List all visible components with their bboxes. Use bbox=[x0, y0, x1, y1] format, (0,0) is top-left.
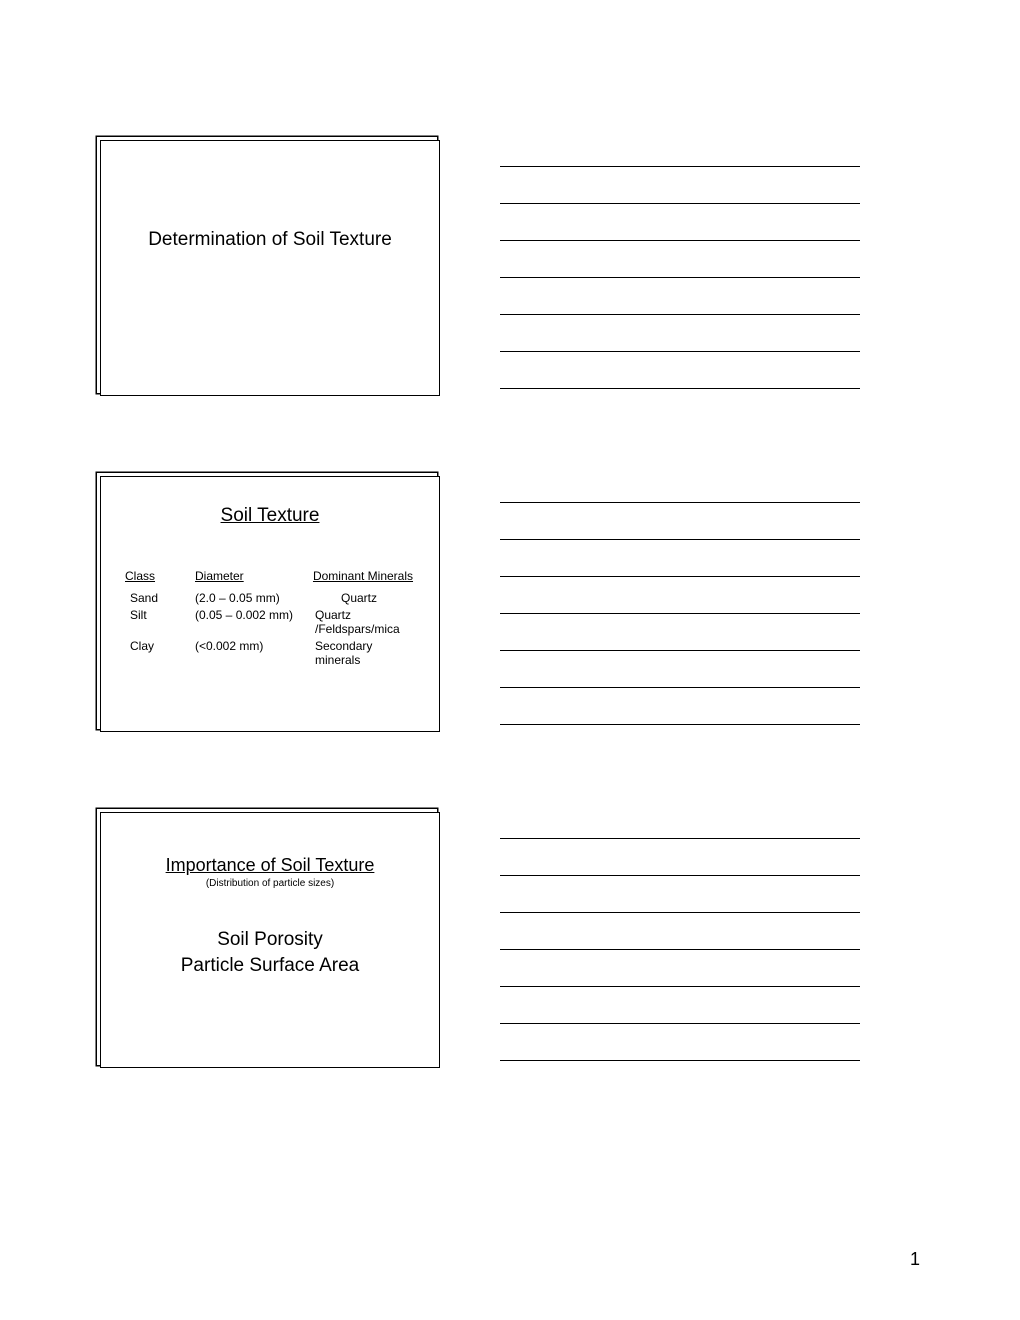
slide-2: Soil Texture Class Diameter Dominant Min… bbox=[100, 476, 440, 732]
note-line bbox=[500, 724, 860, 725]
note-line bbox=[500, 240, 860, 241]
notes-3 bbox=[500, 812, 860, 1061]
note-line bbox=[500, 314, 860, 315]
note-line bbox=[500, 576, 860, 577]
cell-class: Silt bbox=[125, 608, 195, 636]
page-number: 1 bbox=[910, 1249, 920, 1270]
cell-minerals: Quartz bbox=[315, 591, 421, 605]
note-line bbox=[500, 351, 860, 352]
body-line-2: Particle Surface Area bbox=[119, 953, 421, 979]
note-line bbox=[500, 949, 860, 950]
cell-diameter: (2.0 – 0.05 mm) bbox=[195, 591, 315, 605]
cell-class: Sand bbox=[125, 591, 195, 605]
soil-texture-table: Class Diameter Dominant Minerals Sand (2… bbox=[119, 569, 421, 667]
slide-3-title: Importance of Soil Texture bbox=[119, 855, 421, 876]
cell-diameter: (<0.002 mm) bbox=[195, 639, 315, 667]
note-line bbox=[500, 613, 860, 614]
notes-2 bbox=[500, 476, 860, 725]
slide-2-title: Soil Texture bbox=[119, 505, 421, 527]
header-class: Class bbox=[125, 569, 195, 583]
slide-3-body: Soil Porosity Particle Surface Area bbox=[119, 927, 421, 978]
table-header: Class Diameter Dominant Minerals bbox=[125, 569, 421, 583]
note-line bbox=[500, 539, 860, 540]
note-line bbox=[500, 203, 860, 204]
cell-class: Clay bbox=[125, 639, 195, 667]
note-line bbox=[500, 1023, 860, 1024]
note-line bbox=[500, 875, 860, 876]
note-line bbox=[500, 838, 860, 839]
slide-3-subtitle: (Distribution of particle sizes) bbox=[119, 878, 421, 889]
slide-row-1: Determination of Soil Texture bbox=[100, 140, 920, 396]
note-line bbox=[500, 650, 860, 651]
note-line bbox=[500, 502, 860, 503]
cell-minerals: Quartz /Feldspars/mica bbox=[315, 608, 421, 636]
note-line bbox=[500, 388, 860, 389]
table-row: Silt (0.05 – 0.002 mm) Quartz /Feldspars… bbox=[125, 608, 421, 636]
note-line bbox=[500, 1060, 860, 1061]
handout-page: Determination of Soil Texture Soil Textu… bbox=[100, 140, 920, 1068]
slide-1-title: Determination of Soil Texture bbox=[119, 229, 421, 251]
body-line-1: Soil Porosity bbox=[119, 927, 421, 953]
note-line bbox=[500, 986, 860, 987]
notes-1 bbox=[500, 140, 860, 389]
note-line bbox=[500, 687, 860, 688]
slide-3: Importance of Soil Texture (Distribution… bbox=[100, 812, 440, 1068]
slide-row-3: Importance of Soil Texture (Distribution… bbox=[100, 812, 920, 1068]
note-line bbox=[500, 277, 860, 278]
slide-1: Determination of Soil Texture bbox=[100, 140, 440, 396]
slide-row-2: Soil Texture Class Diameter Dominant Min… bbox=[100, 476, 920, 732]
cell-minerals: Secondary minerals bbox=[315, 639, 421, 667]
header-diameter: Diameter bbox=[195, 569, 305, 583]
table-row: Clay (<0.002 mm) Secondary minerals bbox=[125, 639, 421, 667]
note-line bbox=[500, 912, 860, 913]
table-row: Sand (2.0 – 0.05 mm) Quartz bbox=[125, 591, 421, 605]
cell-diameter: (0.05 – 0.002 mm) bbox=[195, 608, 315, 636]
header-minerals: Dominant Minerals bbox=[305, 569, 421, 583]
note-line bbox=[500, 166, 860, 167]
